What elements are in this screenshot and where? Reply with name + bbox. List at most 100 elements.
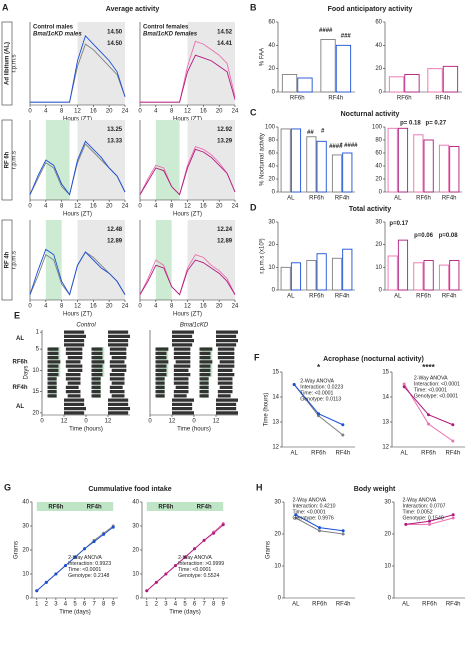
x-axis-label: Time (hours) <box>69 427 103 433</box>
x-tick-label: AL <box>402 602 410 608</box>
x-tick-label: 24 <box>232 304 239 310</box>
y-tick-label: 60 <box>268 20 275 26</box>
y-axis-label: % Nocturnal activity <box>260 133 266 186</box>
annotation: ## <box>307 130 314 136</box>
anova-text: 2-Way ANOVA <box>68 555 102 561</box>
panel-letter: B <box>250 2 257 12</box>
phase-label: RF4h <box>13 385 28 391</box>
annotation: 12.89 <box>107 238 123 244</box>
annotation: # <box>321 128 325 134</box>
x-tick-label: 24 <box>122 304 129 310</box>
y-tick-label: 10 <box>384 564 391 570</box>
annotation: p= 0.27 <box>426 121 447 127</box>
x-tick-label: RF6h <box>290 96 305 102</box>
activity-block <box>219 385 233 389</box>
y-tick-label: 20 <box>375 66 382 72</box>
phase-label: RF6h <box>158 505 173 511</box>
activity-block <box>173 394 187 398</box>
x-tick-label: 7 <box>202 602 206 608</box>
x-axis-label: Time (days) <box>59 610 90 616</box>
activity-block <box>199 347 213 351</box>
annotation: 14.50 <box>107 30 123 36</box>
phase-label: RF6h <box>13 359 28 365</box>
x-tick-label: 24 <box>122 204 129 210</box>
bar <box>404 74 420 93</box>
anova-text: Time: <0.0001 <box>68 567 101 573</box>
activity-block <box>111 394 125 398</box>
x-axis-label: Hours (ZT) <box>63 312 92 318</box>
phase-label: RF4h <box>197 505 212 511</box>
y-tick-label: 20 <box>32 410 39 416</box>
point <box>111 525 115 529</box>
point <box>451 423 455 427</box>
x-tick-label: 12 <box>74 304 81 310</box>
bar <box>320 39 336 93</box>
x-tick-label: AL <box>290 451 298 457</box>
anova-text: Interaction: 0.0223 <box>300 384 343 390</box>
x-tick-label: 4 <box>44 304 48 310</box>
activity-block <box>155 347 169 351</box>
bar <box>413 262 424 291</box>
y-tick-label: 30 <box>22 524 29 530</box>
panel-title: Acrophase (nocturnal activity) <box>323 356 424 363</box>
point <box>73 555 77 559</box>
phase-box <box>146 502 185 511</box>
y-axis-label: Grams <box>266 541 272 559</box>
row-label-box <box>1 119 13 201</box>
row-label: RF 4h <box>5 251 11 268</box>
point <box>292 383 296 386</box>
x-axis-label: Hours (ZT) <box>173 212 202 218</box>
x-tick-label: 4 <box>154 204 158 210</box>
y-tick-label: 20 <box>132 548 139 554</box>
y-axis-label: Grams <box>14 541 20 559</box>
x-axis-label: Hours (ZT) <box>173 117 202 123</box>
x-tick-label: AL <box>287 196 295 202</box>
bar <box>438 144 450 193</box>
activity-block <box>109 377 125 381</box>
x-tick-label: 1 <box>35 602 39 608</box>
panel-letter: F <box>254 352 260 362</box>
x-axis-label: Hours (ZT) <box>173 312 202 318</box>
activity-block <box>109 364 127 368</box>
activity-block <box>91 394 101 398</box>
x-tick-label: 4 <box>154 304 158 310</box>
bar <box>387 255 398 291</box>
x-tick-label: 1 <box>145 602 149 608</box>
activity-block <box>109 351 127 355</box>
y-tick-label: 20 <box>268 242 275 248</box>
bar <box>306 260 317 291</box>
x-tick-label: 16 <box>200 204 207 210</box>
activity-block <box>217 368 233 372</box>
series-line <box>30 34 126 103</box>
y-tick-label: 10 <box>32 368 39 374</box>
activity-block <box>67 356 83 360</box>
panel-title: Cummulative food intake <box>88 486 171 493</box>
panel-letter: D <box>250 202 257 212</box>
activity-block <box>216 407 237 411</box>
y-tick-label: 0 <box>379 90 383 96</box>
x-tick-label: 8 <box>102 602 106 608</box>
x-tick-label: 4 <box>44 204 48 210</box>
bar <box>387 127 398 193</box>
activity-block <box>91 351 103 355</box>
point <box>212 531 216 535</box>
x-tick-label: 16 <box>90 304 97 310</box>
activity-block <box>47 356 59 360</box>
x-tick-label: AL <box>292 602 300 608</box>
shaded-region <box>77 220 125 300</box>
x-tick-label: 0 <box>138 304 142 310</box>
x-tick-label: RF4h <box>442 294 457 300</box>
point <box>294 513 298 517</box>
x-tick-label: 4 <box>44 109 48 115</box>
x-tick-label: RF4h <box>336 602 351 608</box>
bar <box>438 264 450 291</box>
activity-block <box>64 407 86 411</box>
activity-block <box>199 368 211 372</box>
row-label: Ad libitum (AL) <box>5 42 11 85</box>
bar <box>342 248 353 291</box>
activity-block <box>47 377 57 381</box>
point <box>63 564 67 568</box>
x-tick-label: 12 <box>105 419 112 425</box>
bar <box>290 262 302 291</box>
activity-block <box>64 339 85 343</box>
